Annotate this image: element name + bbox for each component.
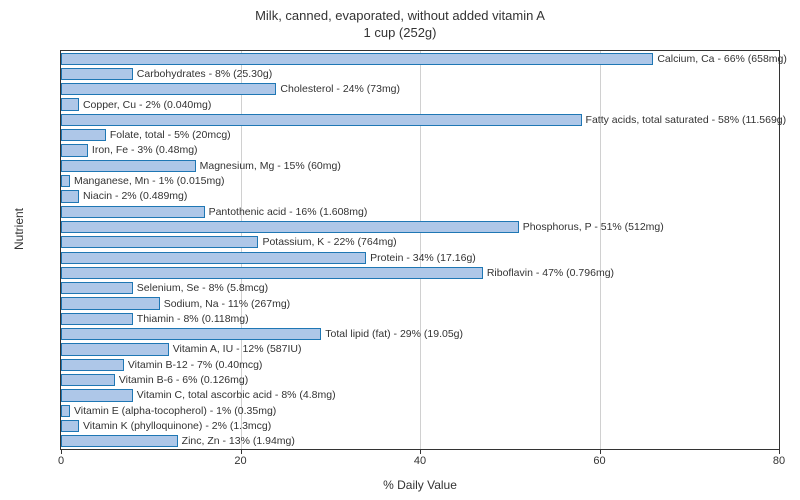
nutrient-bar xyxy=(61,221,519,233)
nutrient-bar xyxy=(61,435,178,447)
nutrient-bar-label: Vitamin E (alpha-tocopherol) - 1% (0.35m… xyxy=(70,405,276,417)
bar-row: Manganese, Mn - 1% (0.015mg) xyxy=(61,175,70,187)
x-tick-label: 40 xyxy=(414,455,426,467)
nutrient-bar-label: Magnesium, Mg - 15% (60mg) xyxy=(196,160,341,172)
nutrient-bar xyxy=(61,389,133,401)
bar-row: Vitamin B-12 - 7% (0.40mcg) xyxy=(61,359,124,371)
bar-row: Vitamin E (alpha-tocopherol) - 1% (0.35m… xyxy=(61,405,70,417)
nutrient-bar xyxy=(61,420,79,432)
bar-row: Selenium, Se - 8% (5.8mcg) xyxy=(61,282,133,294)
nutrient-bar-label: Sodium, Na - 11% (267mg) xyxy=(160,298,290,310)
bar-row: Fatty acids, total saturated - 58% (11.5… xyxy=(61,114,582,126)
nutrient-bar-label: Potassium, K - 22% (764mg) xyxy=(258,236,396,248)
bar-row: Vitamin K (phylloquinone) - 2% (1.3mcg) xyxy=(61,420,79,432)
bar-row: Riboflavin - 47% (0.796mg) xyxy=(61,267,483,279)
nutrient-bar-label: Vitamin K (phylloquinone) - 2% (1.3mcg) xyxy=(79,420,271,432)
nutrient-bar-label: Iron, Fe - 3% (0.48mg) xyxy=(88,144,198,156)
bar-row: Calcium, Ca - 66% (658mg) xyxy=(61,53,653,65)
nutrient-bar-label: Cholesterol - 24% (73mg) xyxy=(276,83,400,95)
nutrient-bar-label: Vitamin A, IU - 12% (587IU) xyxy=(169,343,302,355)
chart-container: Milk, canned, evaporated, without added … xyxy=(0,0,800,500)
x-tick-label: 60 xyxy=(593,455,605,467)
nutrient-bar xyxy=(61,98,79,110)
bar-row: Zinc, Zn - 13% (1.94mg) xyxy=(61,435,178,447)
x-tick-mark xyxy=(241,449,242,454)
bar-row: Sodium, Na - 11% (267mg) xyxy=(61,297,160,309)
nutrient-bar-label: Thiamin - 8% (0.118mg) xyxy=(133,313,249,325)
nutrient-bar xyxy=(61,160,196,172)
nutrient-bar xyxy=(61,374,115,386)
nutrient-bar-label: Protein - 34% (17.16g) xyxy=(366,252,476,264)
nutrient-bar xyxy=(61,175,70,187)
nutrient-bar xyxy=(61,129,106,141)
nutrient-bar-label: Riboflavin - 47% (0.796mg) xyxy=(483,267,614,279)
gridline xyxy=(600,51,601,449)
nutrient-bar-label: Folate, total - 5% (20mcg) xyxy=(106,129,231,141)
x-tick-mark xyxy=(420,449,421,454)
x-tick-label: 20 xyxy=(234,455,246,467)
y-axis-label: Nutrient xyxy=(12,208,26,250)
bar-row: Pantothenic acid - 16% (1.608mg) xyxy=(61,206,205,218)
bar-row: Cholesterol - 24% (73mg) xyxy=(61,83,276,95)
nutrient-bar xyxy=(61,68,133,80)
title-line-2: 1 cup (252g) xyxy=(364,25,437,40)
nutrient-bar xyxy=(61,236,258,248)
bar-row: Niacin - 2% (0.489mg) xyxy=(61,190,79,202)
x-tick-label: 80 xyxy=(773,455,785,467)
nutrient-bar xyxy=(61,359,124,371)
nutrient-bar xyxy=(61,114,582,126)
nutrient-bar xyxy=(61,297,160,309)
bar-row: Potassium, K - 22% (764mg) xyxy=(61,236,258,248)
nutrient-bar xyxy=(61,83,276,95)
nutrient-bar xyxy=(61,190,79,202)
nutrient-bar xyxy=(61,282,133,294)
nutrient-bar-label: Phosphorus, P - 51% (512mg) xyxy=(519,221,664,233)
nutrient-bar-label: Vitamin C, total ascorbic acid - 8% (4.8… xyxy=(133,389,336,401)
bar-row: Vitamin B-6 - 6% (0.126mg) xyxy=(61,374,115,386)
x-tick-label: 0 xyxy=(58,455,64,467)
bar-row: Magnesium, Mg - 15% (60mg) xyxy=(61,160,196,172)
chart-title: Milk, canned, evaporated, without added … xyxy=(0,0,800,42)
nutrient-bar-label: Vitamin B-12 - 7% (0.40mcg) xyxy=(124,359,263,371)
nutrient-bar xyxy=(61,206,205,218)
nutrient-bar-label: Vitamin B-6 - 6% (0.126mg) xyxy=(115,374,248,386)
nutrient-bar xyxy=(61,313,133,325)
title-line-1: Milk, canned, evaporated, without added … xyxy=(255,8,545,23)
bar-row: Vitamin C, total ascorbic acid - 8% (4.8… xyxy=(61,389,133,401)
nutrient-bar-label: Total lipid (fat) - 29% (19.05g) xyxy=(321,328,463,340)
nutrient-bar-label: Calcium, Ca - 66% (658mg) xyxy=(653,53,787,65)
bar-row: Thiamin - 8% (0.118mg) xyxy=(61,313,133,325)
x-tick-mark xyxy=(779,449,780,454)
nutrient-bar-label: Copper, Cu - 2% (0.040mg) xyxy=(79,99,211,111)
x-tick-mark xyxy=(61,449,62,454)
x-axis-label: % Daily Value xyxy=(60,478,780,492)
nutrient-bar-label: Pantothenic acid - 16% (1.608mg) xyxy=(205,206,368,218)
nutrient-bar xyxy=(61,252,366,264)
x-tick-mark xyxy=(600,449,601,454)
plot-area: 020406080Calcium, Ca - 66% (658mg)Carboh… xyxy=(60,50,780,450)
nutrient-bar-label: Fatty acids, total saturated - 58% (11.5… xyxy=(582,114,787,126)
gridline xyxy=(420,51,421,449)
nutrient-bar-label: Zinc, Zn - 13% (1.94mg) xyxy=(178,435,295,447)
nutrient-bar xyxy=(61,405,70,417)
bar-row: Phosphorus, P - 51% (512mg) xyxy=(61,221,519,233)
bar-row: Iron, Fe - 3% (0.48mg) xyxy=(61,144,88,156)
nutrient-bar xyxy=(61,144,88,156)
bar-row: Protein - 34% (17.16g) xyxy=(61,252,366,264)
nutrient-bar-label: Manganese, Mn - 1% (0.015mg) xyxy=(70,175,225,187)
nutrient-bar-label: Carbohydrates - 8% (25.30g) xyxy=(133,68,272,80)
nutrient-bar xyxy=(61,343,169,355)
bar-row: Vitamin A, IU - 12% (587IU) xyxy=(61,343,169,355)
nutrient-bar xyxy=(61,53,653,65)
bar-row: Total lipid (fat) - 29% (19.05g) xyxy=(61,328,321,340)
nutrient-bar xyxy=(61,267,483,279)
nutrient-bar xyxy=(61,328,321,340)
bar-row: Carbohydrates - 8% (25.30g) xyxy=(61,68,133,80)
bar-row: Copper, Cu - 2% (0.040mg) xyxy=(61,98,79,110)
nutrient-bar-label: Selenium, Se - 8% (5.8mcg) xyxy=(133,282,268,294)
nutrient-bar-label: Niacin - 2% (0.489mg) xyxy=(79,190,187,202)
bar-row: Folate, total - 5% (20mcg) xyxy=(61,129,106,141)
